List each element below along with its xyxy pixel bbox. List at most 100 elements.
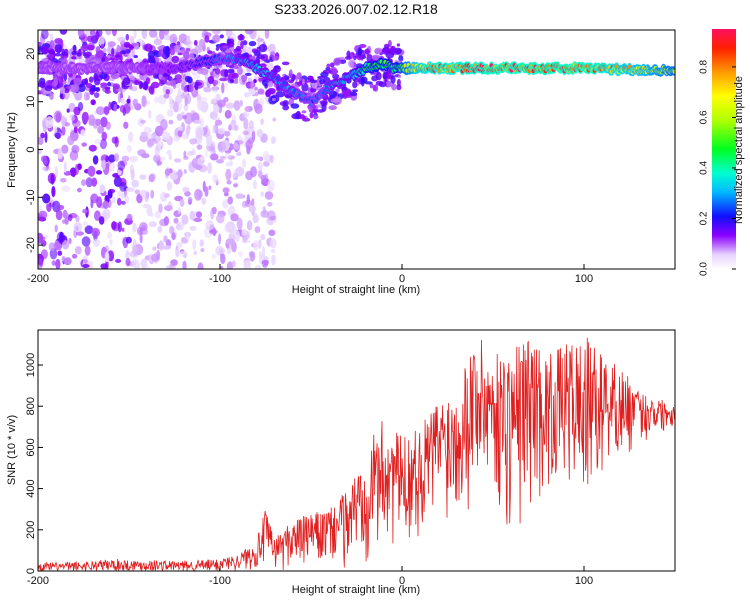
spectrogram-cell <box>200 155 205 162</box>
spectrogram-cell <box>155 35 159 42</box>
spectrogram-cell <box>141 81 149 90</box>
spectrogram-cell <box>54 224 58 233</box>
spectrogram-cell <box>260 234 266 241</box>
spectrogram-cell <box>221 82 225 94</box>
spectrogram-cell <box>72 253 78 259</box>
spectrogram-cell <box>154 210 161 219</box>
spectrogram-cell <box>230 213 239 222</box>
spectrogram-cell <box>254 264 262 269</box>
spectrogram-cell <box>104 89 111 94</box>
spectrogram-cell <box>254 103 263 114</box>
spectrogram-cell <box>162 245 171 250</box>
spectrogram-cell <box>182 115 187 120</box>
spectrogram-cell <box>81 78 88 85</box>
spectrogram-cell <box>360 76 368 84</box>
spectrogram-cell <box>67 214 73 222</box>
spectrogram-cell <box>125 236 132 244</box>
spectrogram-cell <box>111 47 115 57</box>
spectrogram-cell <box>330 98 339 103</box>
spectrogram-cell <box>174 158 182 163</box>
spectrogram-cell <box>310 87 317 93</box>
spectrogram-cell <box>125 33 129 41</box>
spectrogram-cell <box>116 197 122 206</box>
spectrogram-cell <box>70 84 80 93</box>
spectrogram-cell <box>349 91 358 97</box>
spectrogram-cell <box>162 46 170 55</box>
spectrogram-cell <box>117 221 122 233</box>
spectrogram-cell <box>92 155 99 165</box>
spectrogram-cell <box>61 115 66 127</box>
spectrogram-cell <box>82 264 90 268</box>
spectrogram-cell <box>177 206 182 215</box>
spectrogram-cell <box>123 43 133 48</box>
spectrogram-cell <box>124 195 129 204</box>
spectrogram-cell <box>182 260 187 269</box>
spectrogram-cell <box>49 40 55 49</box>
spectrogram-cell <box>212 124 216 135</box>
spectrogram-cell <box>193 119 202 124</box>
spectrogram-cell <box>74 163 79 176</box>
spectrogram-cell <box>81 236 91 247</box>
spectrogram-cell <box>190 110 197 118</box>
colorbar-label: Normalized spectral amplitude <box>733 76 745 224</box>
spectrogram-cell <box>224 82 229 88</box>
spectrogram-cell <box>130 35 135 44</box>
spectrogram-cell <box>309 112 314 119</box>
spectrogram-cell <box>189 210 196 221</box>
spectrogram-cell <box>245 72 252 76</box>
spectrogram-cell <box>231 260 236 268</box>
spectrogram-cell <box>181 82 185 91</box>
spectrogram-cell <box>283 75 290 81</box>
spectrogram-heatmap <box>38 30 675 269</box>
spectrogram-cell <box>38 258 44 267</box>
spectrogram-cell <box>269 238 277 249</box>
spectrogram-cell <box>271 254 276 266</box>
spectrogram-cell <box>212 174 219 183</box>
spectrogram-cell <box>268 229 276 236</box>
spectrogram-xlabel: Height of straight line (km) <box>292 284 420 296</box>
spectrogram-cell <box>98 216 105 225</box>
spectrogram-cell <box>140 258 148 269</box>
spectrogram-cell <box>129 250 139 258</box>
spectrogram-cell <box>252 180 258 189</box>
spectrogram-cell <box>111 221 117 230</box>
spectrogram-cell <box>396 84 402 91</box>
spectrogram-cell <box>240 74 248 81</box>
spectrogram-cell <box>130 85 138 92</box>
spectrogram-cell <box>220 265 224 269</box>
spectrogram-cell <box>121 227 125 232</box>
spectrogram-cell <box>88 76 94 83</box>
spectrogram-cell <box>254 226 261 233</box>
spectrogram-cell <box>157 225 163 233</box>
spectrogram-cell <box>77 187 82 193</box>
spectrogram-cell <box>332 73 340 79</box>
spectrogram-cell <box>264 191 274 200</box>
spectrogram-cell <box>235 45 241 52</box>
spectrogram-cell <box>193 40 198 46</box>
snr-series-line <box>38 337 675 571</box>
spectrogram-cell <box>149 85 155 93</box>
spectrogram-cell <box>197 99 204 111</box>
snr-ytick-label: 1000 <box>25 353 37 377</box>
spectrogram-cell <box>236 143 241 152</box>
spectrogram-cell <box>214 119 223 126</box>
spectrogram-cell <box>93 75 99 80</box>
snr-ytick-label: 400 <box>25 479 37 497</box>
spectrogram-cell <box>154 96 159 104</box>
spectrogram-cell <box>90 193 99 204</box>
spectrogram-cell <box>307 75 314 81</box>
spectrogram-cell <box>152 246 157 251</box>
spectrogram-cell <box>117 160 126 171</box>
spectrogram-cell <box>369 83 374 89</box>
spectrogram-cell <box>146 266 150 269</box>
spectrogram-cell <box>115 258 122 263</box>
spectrogram-cell <box>49 92 54 100</box>
spectrogram-cell <box>177 130 183 138</box>
spectrogram-cell <box>176 113 183 121</box>
spectrogram-cell <box>265 59 270 63</box>
snr-ytick-label: 600 <box>25 438 37 456</box>
spectrogram-cell <box>220 155 226 160</box>
spectrogram-cell <box>183 169 187 174</box>
spectrogram-cell <box>169 48 176 56</box>
spectrogram-cell <box>248 251 254 257</box>
